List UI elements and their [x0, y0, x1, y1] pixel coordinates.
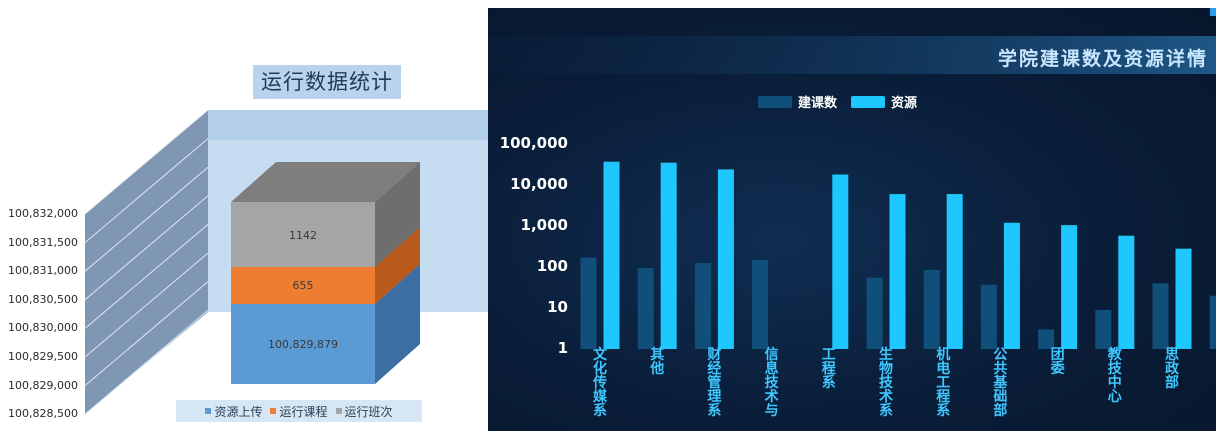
- stacked-3d-chart: 运行数据统计 100,832,000 100,831,500 100,831,000…: [0, 0, 490, 431]
- bar-resources: [946, 194, 963, 349]
- x-category-label: 团委: [1050, 347, 1065, 377]
- legend-label: 资源上传: [214, 404, 263, 419]
- segment-label-orange: 655: [292, 279, 314, 292]
- y-tick-label: 100,829,000: [8, 378, 78, 392]
- college-bar-chart: 学院建课数及资源详情 建课数 资源 100,000 10,000 1,000 100 1…: [488, 8, 1216, 431]
- back-wall-highlight: [208, 110, 490, 140]
- y-tick-label: 100,831,000: [8, 264, 78, 278]
- bar-courses: [923, 269, 940, 349]
- bar-resources: [889, 194, 906, 349]
- gridline: [84, 109, 209, 215]
- legend-swatch: [205, 408, 212, 414]
- chart-title: 运行数据统计: [253, 65, 401, 99]
- y-tick-label: 100,831,500: [8, 235, 78, 249]
- y-tick-label: 100,829,500: [8, 350, 78, 363]
- bar-courses: [637, 267, 654, 349]
- y-tick-label: 100,830,500: [8, 292, 78, 306]
- bar-resources: [1061, 225, 1078, 349]
- bar-courses: [580, 257, 597, 349]
- bar-resources: [1003, 222, 1020, 349]
- x-category-label: 信息技术与: [764, 347, 779, 419]
- bar-resources: [660, 162, 677, 349]
- x-category-label: 其他: [650, 347, 665, 377]
- bar-courses: [1095, 309, 1112, 349]
- x-category-label: 机电工程系: [936, 347, 951, 419]
- gridline: [84, 195, 209, 301]
- bar-courses: [752, 259, 769, 349]
- y-tick-label: 100,830,000: [8, 321, 78, 335]
- title-band: [488, 36, 1216, 74]
- legend-item-classes: 运行班次: [335, 403, 393, 420]
- y-tick-label: 100,000: [499, 134, 568, 152]
- stacked-3d-chart-graphic: [84, 109, 490, 415]
- x-category-label: 公共基础部: [993, 347, 1008, 419]
- legend-swatch: [851, 95, 886, 108]
- y-tick-label: 1,000: [520, 216, 568, 234]
- x-category-label: 财经管理系: [707, 347, 722, 419]
- stack-segment-gray-front: [231, 202, 375, 267]
- legend-swatch: [335, 408, 342, 414]
- bar-chart-graphic: [488, 8, 1216, 349]
- x-category-label: 文化传媒系: [593, 347, 607, 419]
- stack-segment-gray-side: [375, 162, 420, 267]
- segment-label-blue: 100,829,879: [268, 338, 338, 351]
- chart-legend: 建课数 资源: [758, 92, 917, 111]
- bar-courses: [1152, 283, 1169, 349]
- title-band-accent: [1210, 8, 1216, 16]
- legend-item-resources: 资源: [851, 92, 917, 111]
- side-wall-gridlines: [84, 109, 209, 415]
- legend-item-courses: 建课数: [758, 92, 837, 111]
- legend-label: 运行班次: [344, 404, 393, 419]
- y-tick-label: 10: [547, 298, 568, 316]
- gridline: [84, 252, 209, 358]
- bar-resources: [1175, 248, 1192, 349]
- gridline: [84, 224, 209, 329]
- gridline: [84, 166, 209, 272]
- side-wall: [85, 110, 208, 414]
- bar-courses: [1038, 329, 1055, 349]
- legend-swatch: [758, 95, 792, 108]
- legend-item-upload: 资源上传: [205, 403, 262, 420]
- bar-courses: [1209, 295, 1216, 349]
- y-tick-label: 10,000: [510, 175, 568, 193]
- gridline: [84, 309, 209, 415]
- chart-title: 学院建课数及资源详情: [997, 48, 1208, 70]
- y-tick-label: 100,828,500: [8, 407, 78, 421]
- bar-resources: [832, 174, 849, 349]
- legend-label: 建课数: [798, 96, 838, 111]
- stack-segment-orange-front: [231, 267, 375, 304]
- stack-segment-orange-side: [375, 227, 420, 304]
- x-category-label: 思政部: [1165, 347, 1179, 391]
- bar-marks: [580, 161, 1216, 349]
- x-category-label: 工程系: [821, 347, 836, 391]
- x-category-label: 教技中心: [1107, 347, 1122, 405]
- legend-label: 资源: [891, 96, 918, 111]
- stack-top-face: [231, 162, 420, 202]
- segment-label-gray: 1142: [289, 229, 317, 242]
- legend-item-courses: 运行课程: [270, 403, 328, 420]
- bar-resources: [717, 169, 734, 349]
- stack-segment-blue-front: [231, 304, 375, 384]
- gridline: [84, 281, 209, 386]
- legend-swatch: [270, 408, 277, 414]
- y-tick-label: 100,832,000: [8, 207, 78, 220]
- x-category-label: 生物技术系: [879, 347, 893, 419]
- bar-courses: [866, 277, 883, 349]
- bar-resources: [1118, 235, 1135, 349]
- bar-resources: [603, 161, 620, 349]
- y-tick-label: 100: [536, 257, 568, 275]
- bar-courses: [980, 284, 997, 349]
- bar-courses: [694, 263, 711, 349]
- y-tick-label: 1: [557, 339, 568, 357]
- gridline: [84, 138, 209, 243]
- chart-legend: 资源上传 运行课程 运行班次: [176, 400, 422, 422]
- legend-label: 运行课程: [279, 404, 328, 419]
